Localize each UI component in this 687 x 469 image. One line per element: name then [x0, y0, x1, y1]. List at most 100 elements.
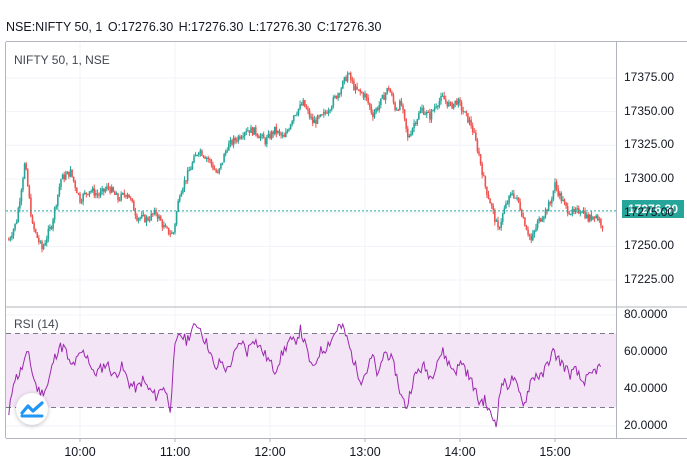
candle-body [250, 127, 252, 133]
candle-body [389, 89, 392, 93]
candle-body [554, 182, 556, 191]
candle-body [302, 100, 305, 106]
candle-body [373, 112, 376, 118]
candle-body [427, 112, 430, 114]
candle-body [384, 93, 387, 100]
candle-body [102, 188, 105, 192]
candle-body [414, 123, 417, 125]
candle-body [501, 213, 504, 222]
high-label: H:17276.30 [178, 20, 244, 34]
candle-body [175, 211, 178, 224]
candle-body [25, 163, 27, 170]
candle-body [90, 191, 92, 193]
candle-body [207, 157, 210, 160]
candle-body [9, 237, 12, 240]
candle-body [38, 237, 40, 243]
time-tick-label: 13:00 [349, 445, 381, 459]
candle-body [285, 132, 287, 138]
candle-body [533, 230, 536, 234]
candle-body [482, 175, 485, 177]
candle-body [437, 106, 439, 108]
candle-body [362, 93, 365, 98]
candle-body [234, 137, 236, 141]
candle-body [232, 137, 235, 145]
candle-body [310, 117, 312, 119]
candle-body [129, 197, 132, 199]
candle-body [288, 129, 290, 131]
price-pane-title[interactable]: NIFTY 50, 1, NSE [14, 53, 110, 67]
candle-body [446, 101, 449, 107]
candle-body [441, 95, 444, 97]
candle-body [140, 214, 143, 218]
candle-body [66, 171, 69, 175]
candle-body [411, 128, 414, 135]
candle-body [397, 109, 400, 111]
candle-body [405, 118, 407, 129]
candle-body [498, 227, 501, 229]
candle-body [598, 219, 601, 221]
candle-body [452, 103, 455, 109]
candle-body [256, 133, 259, 137]
candle-body [235, 140, 238, 142]
candle-body [186, 170, 189, 181]
candle-body [315, 119, 317, 124]
candle-body [57, 194, 59, 206]
candle-body [273, 126, 276, 135]
candle-body [60, 179, 62, 187]
candle-body [243, 132, 246, 137]
rsi-tick-label: 20.0000 [624, 418, 668, 432]
candle-body [161, 220, 164, 228]
candle-body [134, 210, 137, 216]
candle-body [465, 111, 468, 114]
tradingview-logo-icon[interactable] [16, 393, 48, 425]
candle-body [471, 125, 474, 132]
candle-body [530, 236, 533, 241]
close-label: C:17276.30 [316, 20, 382, 34]
candle-body [197, 152, 200, 155]
candle-body [443, 95, 445, 100]
candle-body [123, 193, 126, 196]
candle-body [58, 186, 61, 195]
candle-body [356, 86, 358, 90]
candle-body [136, 215, 138, 221]
candle-body [171, 232, 173, 234]
candle-body [253, 127, 255, 135]
candle-body [473, 131, 476, 133]
candle-body [229, 140, 232, 144]
rsi-tick-label: 80.0000 [624, 307, 668, 321]
candle-body [112, 187, 115, 192]
candle-body [49, 226, 51, 230]
candle-body [174, 223, 176, 233]
candle-body [28, 186, 31, 198]
candle-body [261, 134, 263, 136]
price-tick-label: 17225.00 [624, 272, 675, 286]
candle-body [547, 202, 550, 212]
candle-body [266, 137, 268, 145]
candle-body [334, 95, 336, 98]
candle-body [159, 216, 162, 221]
symbol-label[interactable]: NSE:NIFTY 50, 1 [6, 20, 103, 34]
candle-body [44, 243, 46, 246]
candle-body [158, 216, 160, 219]
candle-body [148, 219, 151, 221]
candle-body [435, 106, 438, 108]
candle-body [137, 218, 140, 221]
candle-body [305, 106, 308, 109]
candle-body [557, 188, 559, 196]
candle-body [12, 229, 15, 236]
candle-body [39, 241, 42, 243]
candle-body [191, 162, 194, 169]
candle-body [23, 163, 26, 179]
rsi-pane-title[interactable]: RSI (14) [14, 317, 59, 331]
candle-body [566, 206, 569, 214]
candle-body [524, 217, 526, 227]
candle-body [589, 214, 591, 222]
candle-body [495, 220, 498, 222]
candle-body [376, 108, 379, 110]
candle-body [425, 112, 428, 115]
candle-body [489, 198, 491, 204]
candle-body [601, 225, 604, 229]
candle-body [145, 217, 148, 223]
candle-body [329, 109, 331, 111]
candle-body [153, 210, 156, 215]
